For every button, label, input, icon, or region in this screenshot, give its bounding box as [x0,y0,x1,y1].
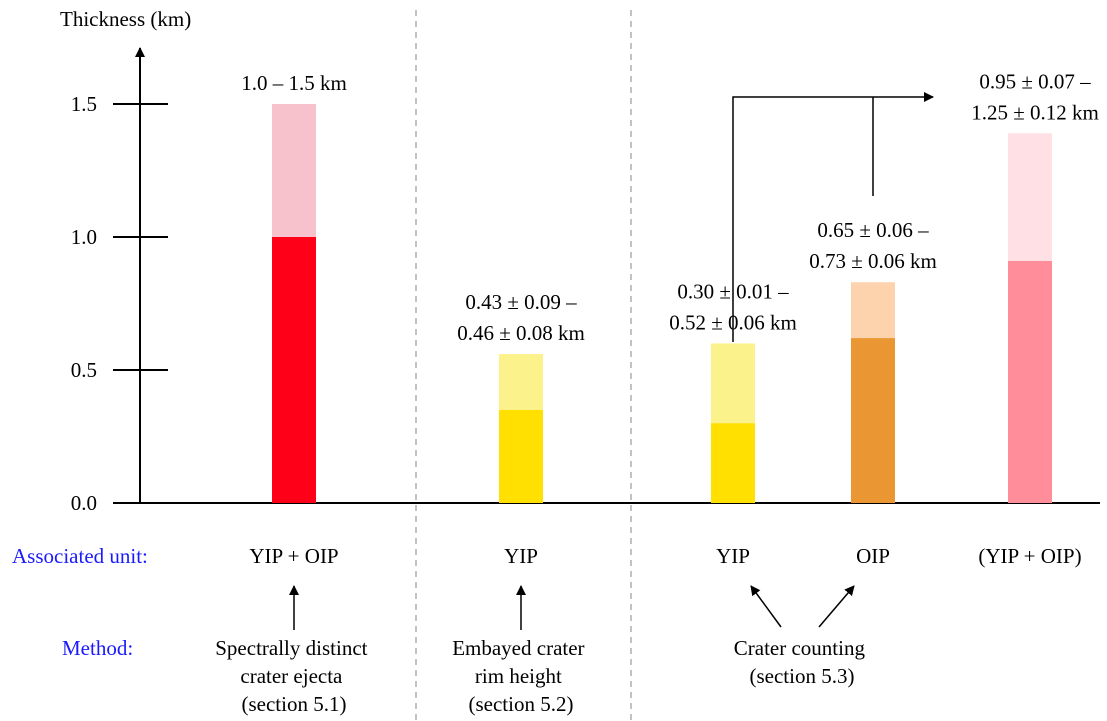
bar-lower-bound [851,338,895,503]
method-arrow-3 [750,585,782,628]
bar-upper-range [272,104,316,237]
method-3: Crater counting (section 5.3) [734,636,870,688]
y-tick-label: 1.5 [71,92,97,116]
method-label: Method: [62,636,133,660]
unit-label: OIP [856,544,890,568]
bar-upper-range [711,343,755,424]
y-axis-label: Thickness (km) [60,7,191,31]
combined-arrow [732,92,934,342]
unit-label: YIP + OIP [249,544,338,568]
y-ticks: 0.0 0.5 1.0 1.5 [71,92,168,515]
bar-data-label: 0.73 ± 0.06 km [809,249,937,273]
method-1: Spectrally distinct crater ejecta (secti… [215,636,372,716]
bar-upper-range [1008,133,1052,261]
unit-label: YIP [504,544,538,568]
bar-data-label: 1.25 ± 0.12 km [971,100,1099,124]
unit-label: (YIP + OIP) [978,544,1081,568]
method-arrow-4 [818,585,855,628]
y-tick-label: 0.0 [71,491,97,515]
bars: 1.0 – 1.5 km 0.43 ± 0.09 – 0.46 ± 0.08 km 0… [241,69,1099,503]
bar-upper-range [499,354,543,410]
unit-labels: YIP + OIP YIP YIP OIP (YIP + OIP) [249,544,1081,568]
bar-data-label: 0.46 ± 0.08 km [457,321,585,345]
associated-unit-label: Associated unit: [12,544,148,568]
bar-lower-bound [499,409,543,503]
method-2: Embayed crater rim height (section 5.2) [452,636,590,716]
bar-data-label: 0.95 ± 0.07 – [979,69,1091,93]
bar-data-label: 1.0 – 1.5 km [241,71,347,95]
unit-label: YIP [716,544,750,568]
y-tick-label: 1.0 [71,225,97,249]
bar-lower-bound [711,423,755,503]
bar-data-label: 0.65 ± 0.06 – [817,218,929,242]
bar-upper-range [851,282,895,339]
bar-lower-bound [272,237,316,503]
bar-data-label: 0.43 ± 0.09 – [465,290,577,314]
bar-lower-bound [1008,260,1052,503]
y-tick-label: 0.5 [71,358,97,382]
